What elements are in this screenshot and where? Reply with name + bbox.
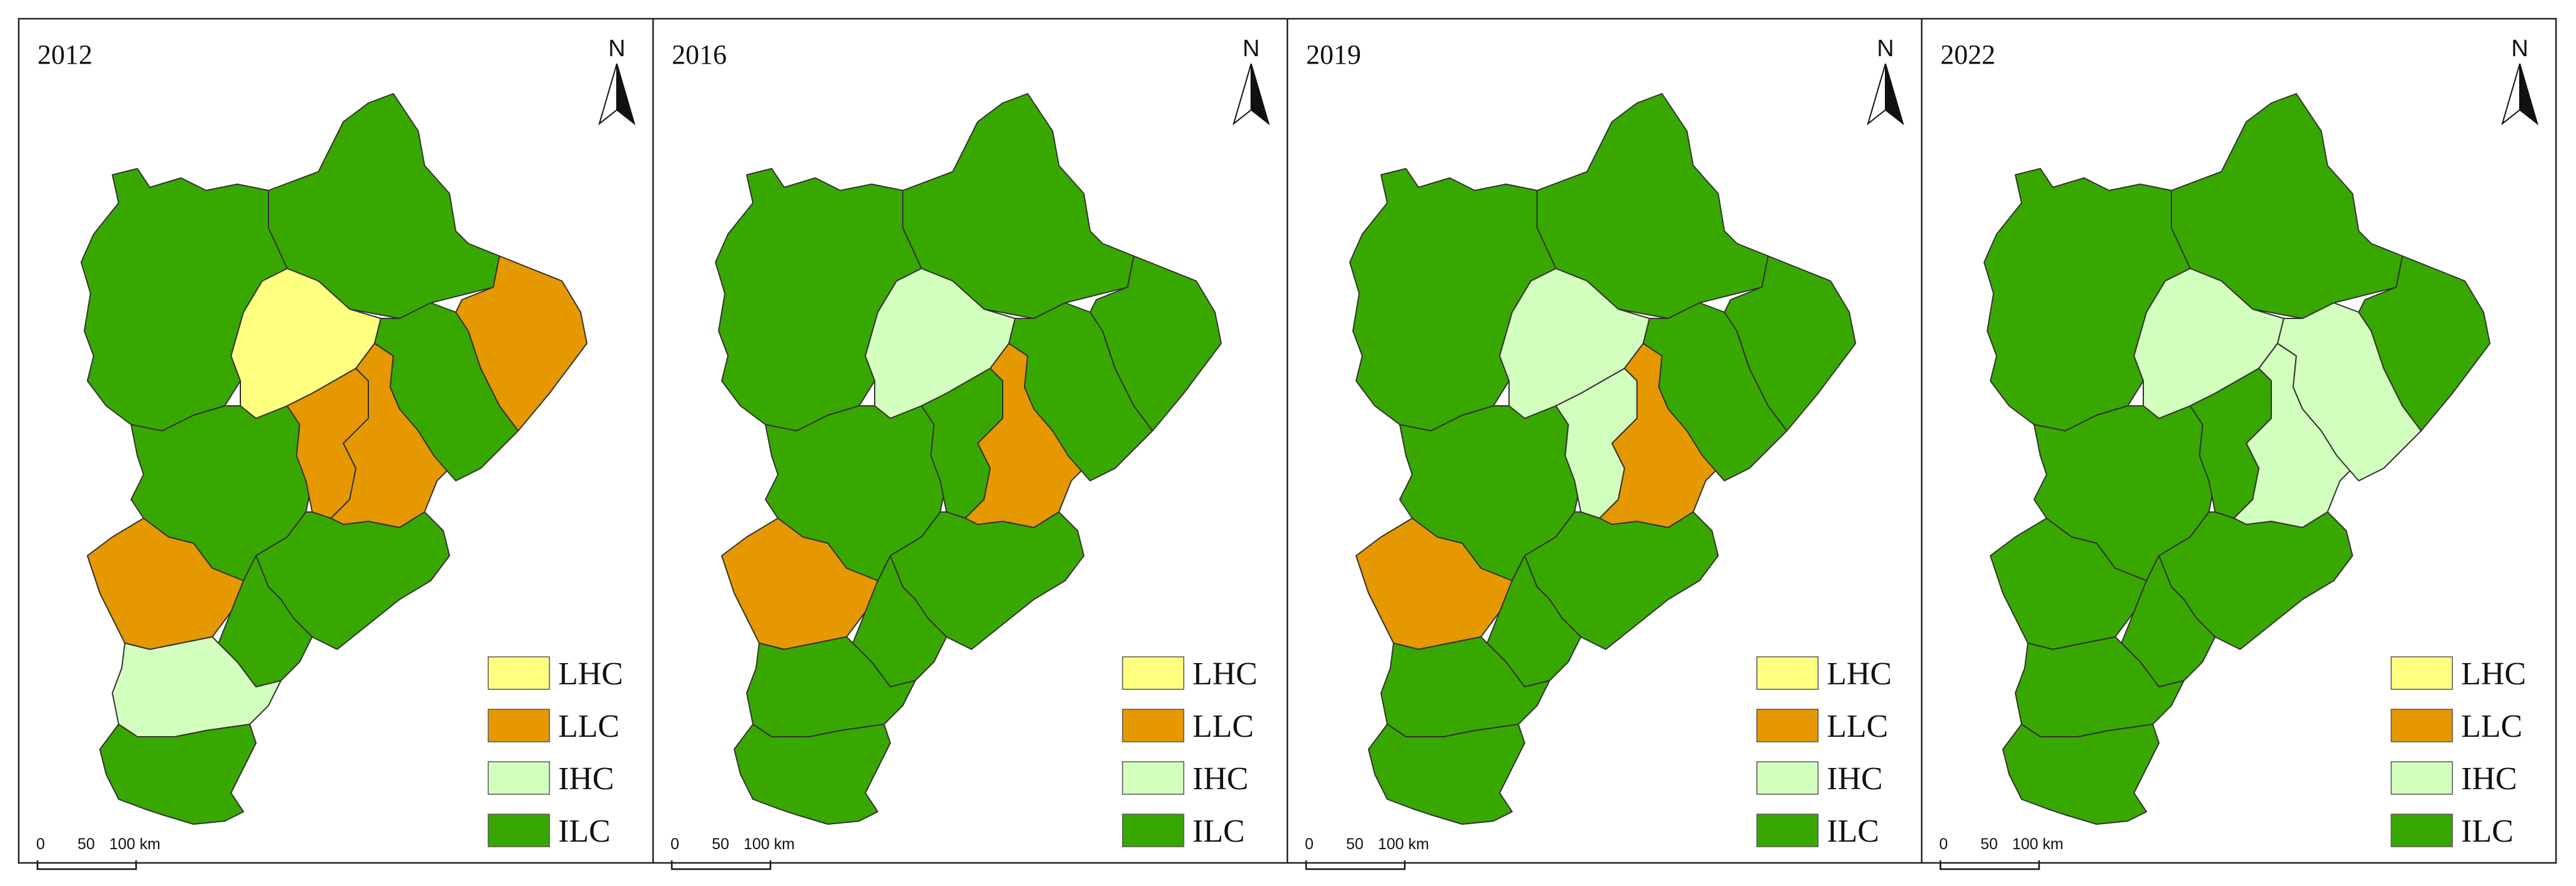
region-qinhuangdao [455, 255, 587, 431]
region-xingtai [2015, 636, 2185, 737]
scale-label: 50 [712, 835, 729, 853]
region-xingtai [746, 636, 916, 737]
legend-swatch-llc [488, 709, 550, 742]
legend-label-llc: LLC [558, 709, 619, 744]
region-xingtai [112, 636, 282, 737]
legend-label-llc: LLC [1192, 709, 1254, 744]
region-layer [1349, 93, 1856, 825]
scale-label: 50 [1980, 835, 1998, 853]
legend: LHC LLC IHC ILC [1756, 656, 1892, 849]
region-layer [81, 93, 587, 825]
map-panel-2016: 2016 N 0 50 100 km LHC LLC IHC ILC [671, 36, 1270, 870]
legend-label-ihc: IHC [1827, 761, 1883, 797]
legend-swatch-ilc [2391, 814, 2453, 847]
region-tangshan [2277, 302, 2422, 481]
scale-label: 0 [671, 835, 679, 853]
region-tangshan [1008, 302, 1153, 481]
legend: LHC LLC IHC ILC [1122, 656, 1257, 849]
legend-swatch-ihc [1756, 761, 1819, 795]
map-panel-2019: 2019 N 0 50 100 km LHC LLC IHC ILC [1305, 36, 1904, 870]
north-label: N [608, 36, 625, 62]
panel-frames [17, 17, 2557, 864]
scale-label: 100 km [2012, 835, 2063, 853]
legend-label-lhc: LHC [2461, 656, 2526, 692]
legend-swatch-llc [1756, 709, 1819, 742]
north-arrow-icon: N [2501, 36, 2539, 126]
map-panel-2022: 2022 N 0 50 100 km LHC LLC IHC ILC [1939, 36, 2539, 870]
legend-swatch-ihc [2391, 761, 2453, 795]
north-arrow-icon: N [1867, 36, 1904, 126]
legend-label-ihc: IHC [2461, 761, 2517, 797]
panel-year-label: 2019 [1306, 39, 1361, 70]
legend-label-ilc: ILC [2461, 814, 2514, 849]
panel-year-label: 2016 [672, 39, 727, 70]
legend-swatch-lhc [1756, 656, 1819, 690]
legend-label-lhc: LHC [1827, 656, 1892, 692]
north-arrow-icon: N [1232, 36, 1270, 126]
legend-label-ihc: IHC [1192, 761, 1249, 797]
legend-label-llc: LLC [2461, 709, 2522, 744]
legend-swatch-ilc [1122, 814, 1184, 847]
panel-year-label: 2022 [1940, 39, 1995, 70]
legend-label-llc: LLC [1827, 709, 1888, 744]
legend-swatch-lhc [2391, 656, 2453, 690]
map-panel-2012: 2012 N 0 50 100 km LHC LLC IHC ILC [36, 36, 636, 870]
scale-label: 100 km [109, 835, 160, 853]
region-handan [1368, 724, 1525, 825]
legend: LHC LLC IHC ILC [2391, 656, 2526, 849]
legend-label-ihc: IHC [558, 761, 614, 797]
legend-label-ilc: ILC [558, 814, 611, 849]
legend-swatch-lhc [488, 656, 550, 690]
legend-swatch-ihc [1122, 761, 1184, 795]
scale-label: 0 [36, 835, 45, 853]
north-label: N [2511, 36, 2528, 62]
scale-label: 100 km [744, 835, 795, 853]
scale-label: 50 [77, 835, 95, 853]
north-label: N [1877, 36, 1894, 62]
legend-swatch-lhc [1122, 656, 1184, 690]
legend: LHC LLC IHC ILC [488, 656, 623, 849]
panel-year-label: 2012 [37, 39, 92, 70]
scale-bar: 0 50 100 km [671, 835, 795, 870]
region-tangshan [1643, 302, 1787, 481]
scale-bar: 0 50 100 km [1305, 835, 1429, 870]
region-handan [99, 724, 257, 825]
legend-swatch-ilc [488, 814, 550, 847]
north-arrow-icon: N [598, 36, 636, 126]
region-handan [2002, 724, 2160, 825]
legend-swatch-ilc [1756, 814, 1819, 847]
legend-swatch-llc [1122, 709, 1184, 742]
scale-bar: 0 50 100 km [1939, 835, 2063, 870]
scale-label: 100 km [1378, 835, 1429, 853]
scale-label: 0 [1305, 835, 1314, 853]
region-tangshan [374, 302, 519, 481]
region-xingtai [1380, 636, 1550, 737]
north-label: N [1242, 36, 1259, 62]
legend-label-lhc: LHC [1192, 656, 1257, 692]
legend-swatch-ihc [488, 761, 550, 795]
region-qinhuangdao [2358, 255, 2490, 431]
scale-label: 50 [1346, 835, 1364, 853]
region-layer [1984, 93, 2490, 825]
region-qinhuangdao [1089, 255, 1222, 431]
legend-swatch-llc [2391, 709, 2453, 742]
legend-label-lhc: LHC [558, 656, 623, 692]
region-layer [715, 93, 1222, 825]
scale-bar: 0 50 100 km [36, 835, 160, 870]
scale-label: 0 [1939, 835, 1948, 853]
region-qinhuangdao [1724, 255, 1856, 431]
region-handan [734, 724, 891, 825]
legend-label-ilc: ILC [1827, 814, 1879, 849]
legend-label-ilc: ILC [1192, 814, 1245, 849]
